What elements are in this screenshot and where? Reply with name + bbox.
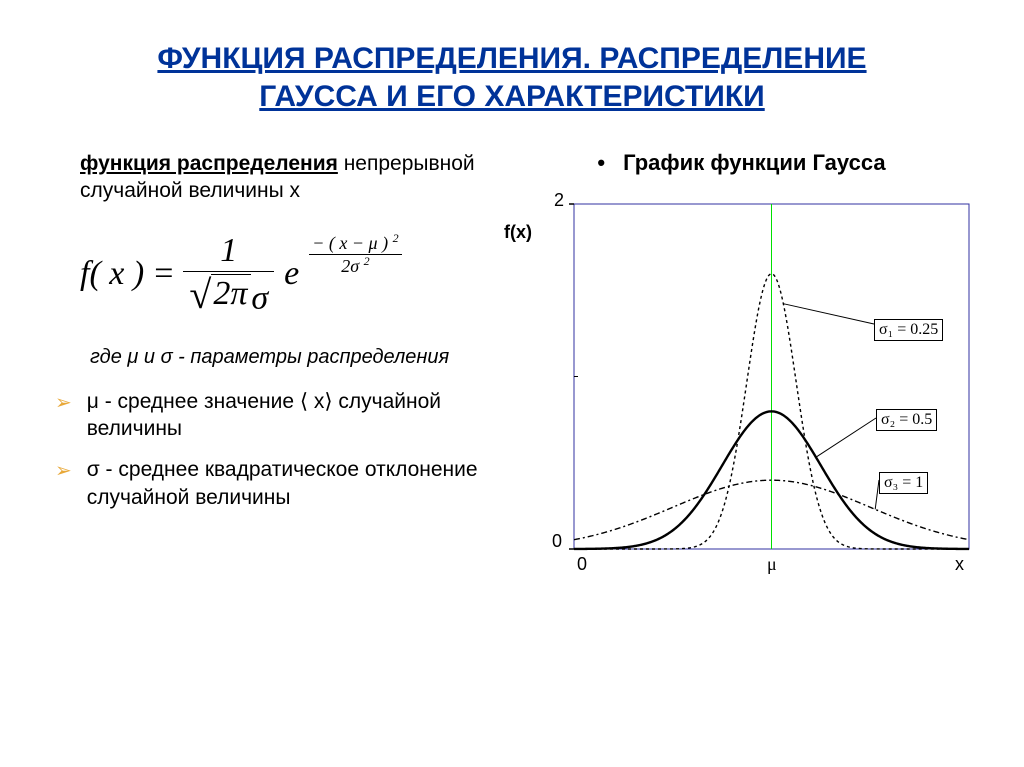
bullet-text: σ - среднее квадратическое отклонение сл… [87, 456, 479, 511]
formula-fraction: 1 √ 2π σ [183, 230, 274, 319]
title-line-2: ГАУССА И ЕГО ХАРАКТЕРИСТИКИ [259, 80, 764, 113]
gaussian-formula: f( x ) = 1 √ 2π σ e − ( x − μ ) [80, 230, 479, 319]
bullet-item: ➢μ - среднее значение ⟨ х⟩ случайной вел… [80, 388, 479, 443]
frac-den: √ 2π σ [183, 272, 274, 319]
bullet-dot: • [597, 150, 605, 175]
y-tick-top: 2 [554, 190, 564, 211]
y-axis-label: f(x) [504, 222, 532, 243]
x-tick-left: 0 [577, 554, 587, 575]
x-tick-mu: μ [767, 554, 777, 575]
left-subheading: функция распределения непрерывной случай… [80, 150, 479, 205]
title-line-1: ФУНКЦИЯ РАСПРЕДЕЛЕНИЯ. РАСПРЕДЕЛЕНИЕ [157, 42, 866, 75]
sigma-label: σ₁ = 0.25 [874, 319, 943, 341]
left-column: функция распределения непрерывной случай… [50, 150, 479, 554]
right-column: •График функции Гаусса 2 f(x) 0 0 μ x σ₁… [509, 150, 974, 554]
subhead-underlined: функция распределения [80, 152, 338, 175]
sqrt-sign: √ [189, 278, 211, 312]
y-tick-bottom: 0 [552, 531, 562, 552]
gaussian-chart [514, 194, 974, 554]
slide-title: ФУНКЦИЯ РАСПРЕДЕЛЕНИЯ. РАСПРЕДЕЛЕНИЕ ГАУ… [50, 40, 974, 115]
bullet-arrow-icon: ➢ [55, 390, 72, 416]
bullet-text: μ - среднее значение ⟨ х⟩ случайной вели… [87, 388, 479, 443]
formula-exponent: − ( x − μ ) 2 2σ 2 [309, 232, 401, 277]
x-tick-right: x [955, 554, 964, 575]
sigma-label: σ₂ = 0.5 [876, 409, 937, 431]
bullet-item: ➢σ - среднее квадратическое отклонение с… [80, 456, 479, 511]
bullet-arrow-icon: ➢ [55, 458, 72, 484]
formula-e: e [284, 255, 299, 293]
formula-eq: = [154, 255, 173, 293]
frac-num: 1 [214, 230, 243, 271]
params-text: где μ и σ - параметры распределения [80, 344, 479, 370]
chart-heading: •График функции Гаусса [509, 150, 974, 176]
sigma-label: σ₃ = 1 [879, 472, 928, 494]
formula-lhs: f( x ) [80, 255, 144, 293]
bullet-list: ➢μ - среднее значение ⟨ х⟩ случайной вел… [80, 388, 479, 511]
chart-container: 2 f(x) 0 0 μ x σ₁ = 0.25σ₂ = 0.5σ₃ = 1 [514, 194, 974, 554]
